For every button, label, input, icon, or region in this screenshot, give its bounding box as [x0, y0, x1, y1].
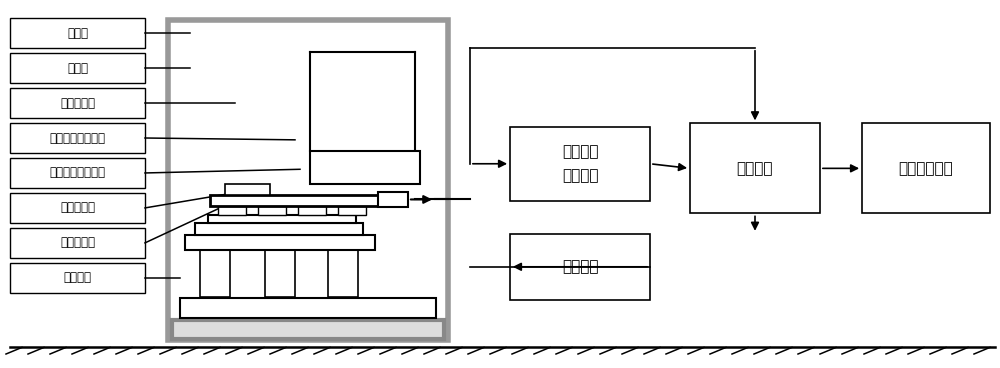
Text: 标准加速度传感器: 标准加速度传感器	[50, 166, 106, 180]
Bar	[862, 123, 990, 213]
Bar	[10, 123, 145, 153]
Text: 静音室: 静音室	[67, 26, 88, 40]
Bar	[10, 193, 145, 223]
Bar	[10, 158, 145, 188]
Bar	[218, 206, 246, 215]
Bar	[180, 298, 436, 318]
Bar	[10, 228, 145, 258]
Bar	[298, 206, 326, 215]
Bar	[172, 320, 444, 339]
Text: 噪声处理单元: 噪声处理单元	[899, 161, 953, 176]
Text: 信号检测
调理单元: 信号检测 调理单元	[562, 144, 598, 184]
Bar	[208, 215, 356, 223]
Bar	[210, 195, 385, 206]
Bar	[338, 206, 366, 215]
Bar	[168, 20, 448, 340]
Bar	[510, 127, 650, 201]
Bar	[310, 151, 420, 184]
Bar	[185, 235, 375, 250]
Bar	[10, 263, 145, 293]
Bar	[328, 250, 358, 297]
Bar	[258, 206, 286, 215]
Bar	[690, 123, 820, 213]
Text: 位移传感器: 位移传感器	[60, 201, 95, 215]
Bar	[200, 250, 230, 297]
Bar	[225, 184, 270, 195]
Text: 采集单元: 采集单元	[737, 161, 773, 176]
Bar	[10, 53, 145, 83]
Bar	[510, 234, 650, 300]
Bar	[195, 223, 363, 235]
Text: 控制单元: 控制单元	[562, 259, 598, 274]
Text: 驱动器: 驱动器	[67, 61, 88, 75]
Bar	[10, 18, 145, 48]
Bar	[265, 250, 295, 297]
Text: 旋转底座: 旋转底座	[64, 271, 92, 284]
Bar	[10, 88, 145, 118]
Text: 被测加速度传感器: 被测加速度传感器	[50, 131, 106, 145]
Text: 固态陀螺仪: 固态陀螺仪	[60, 96, 95, 110]
Text: 参考陀螺仪: 参考陀螺仪	[60, 236, 95, 250]
Bar	[378, 192, 408, 207]
